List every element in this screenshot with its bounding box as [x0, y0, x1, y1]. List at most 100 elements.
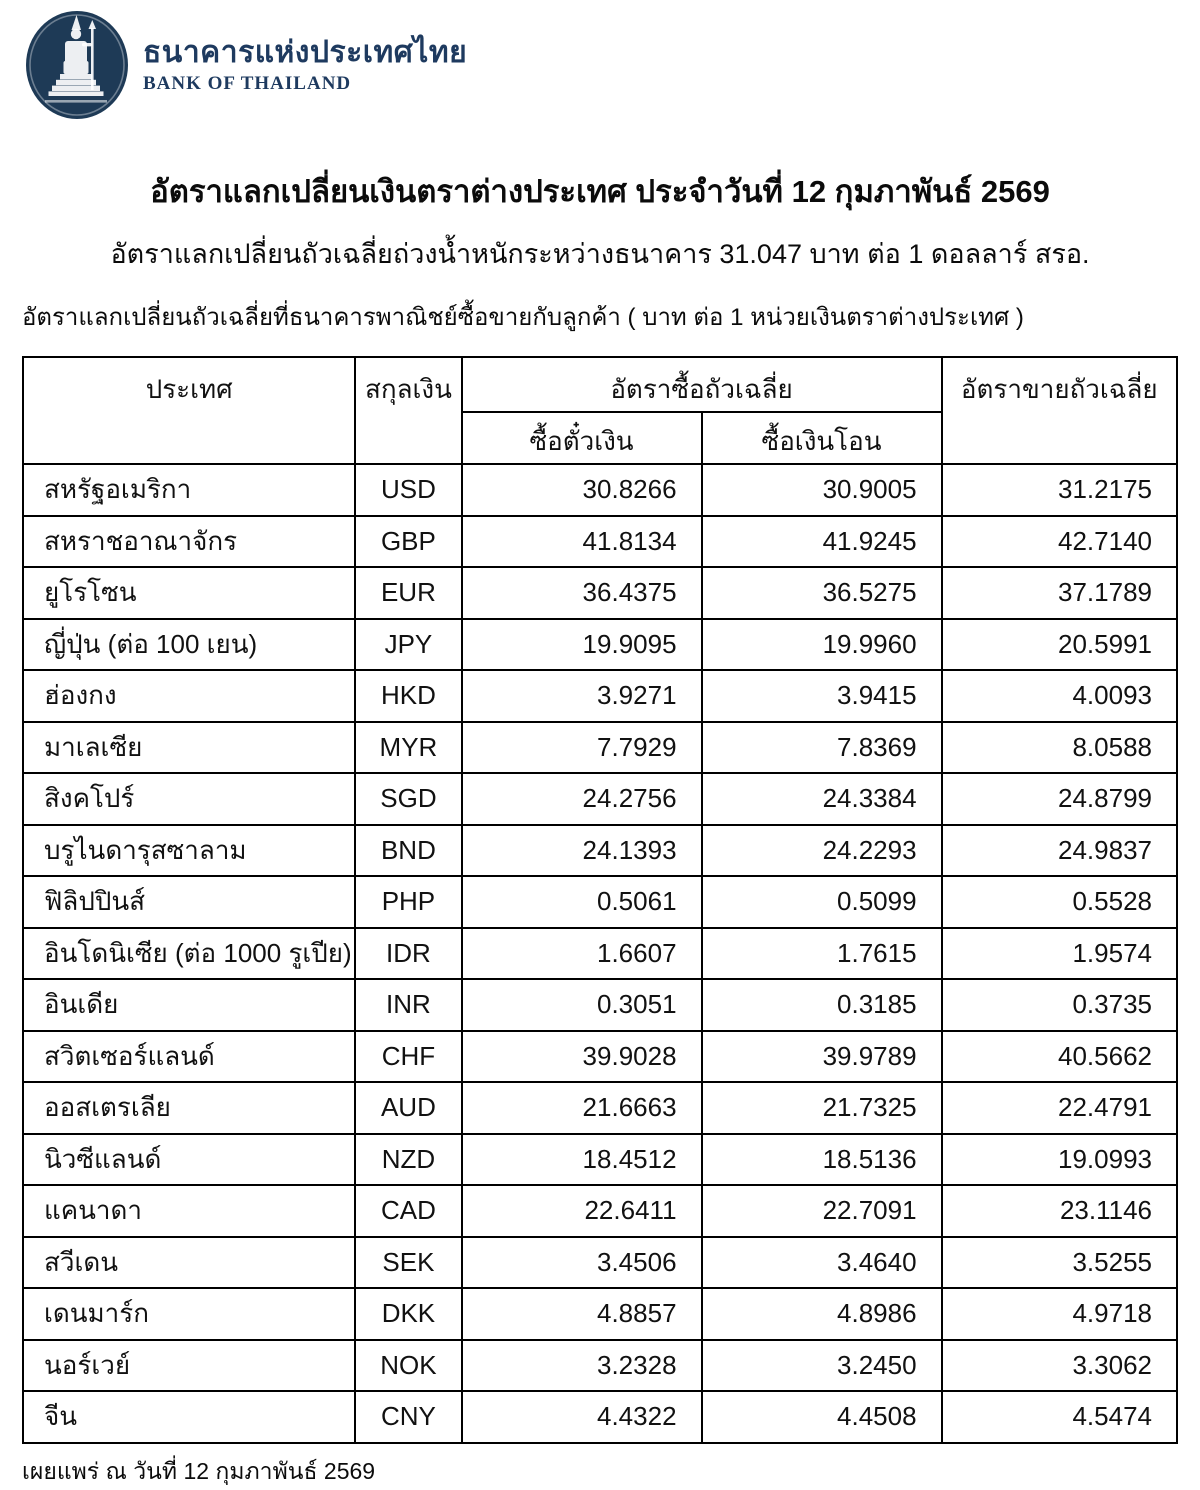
cell-country: ยูโรโซน	[21, 566, 357, 620]
page-title: อัตราแลกเปลี่ยนเงินตราต่างประเทศ ประจำวั…	[150, 174, 1050, 209]
table-row: อินโดนิเซีย (ต่อ 1000 รูเปีย) IDR 1.6607 1.…	[21, 926, 1179, 980]
cell-sell-rate: 4.0093	[940, 669, 1179, 723]
cell-buy-transfer-rate: 19.9960	[700, 617, 943, 671]
cell-currency-code: USD	[354, 463, 463, 517]
cell-currency-code: JPY	[354, 617, 463, 671]
cell-currency-code: NOK	[354, 1338, 463, 1392]
cell-country: ออสเตรเลีย	[21, 1081, 357, 1135]
cell-country: อินโดนิเซีย (ต่อ 1000 รูเปีย)	[21, 926, 357, 980]
cell-currency-code: BND	[354, 823, 463, 877]
cell-buy-transfer-rate: 41.9245	[700, 514, 943, 568]
cell-sell-rate: 0.3735	[940, 978, 1179, 1032]
cell-buy-bill-rate: 30.8266	[460, 463, 703, 517]
cell-country: สหรัฐอเมริกา	[21, 463, 357, 517]
cell-sell-rate: 4.9718	[940, 1287, 1179, 1341]
table-header: ประเทศ สกุลเงิน อัตราซื้อถัวเฉลี่ย อัตรา…	[21, 356, 1179, 465]
cell-currency-code: EUR	[354, 566, 463, 620]
cell-sell-rate: 42.7140	[940, 514, 1179, 568]
cell-buy-bill-rate: 3.9271	[460, 669, 703, 723]
cell-currency-code: CHF	[354, 1029, 463, 1083]
cell-sell-rate: 20.5991	[940, 617, 1179, 671]
cell-buy-transfer-rate: 22.7091	[700, 1184, 943, 1238]
cell-country: สหราชอาณาจักร	[21, 514, 357, 568]
cell-sell-rate: 24.9837	[940, 823, 1179, 877]
cell-buy-bill-rate: 24.1393	[460, 823, 703, 877]
cell-currency-code: SGD	[354, 772, 463, 826]
table-row: ฮ่องกง HKD 3.9271 3.9415 4.0093	[21, 669, 1179, 723]
column-header-buy-transfer: ซื้อเงินโอน	[700, 411, 943, 465]
cell-buy-bill-rate: 4.8857	[460, 1287, 703, 1341]
cell-currency-code: HKD	[354, 669, 463, 723]
column-header-currency: สกุลเงิน	[354, 356, 463, 465]
cell-buy-bill-rate: 0.3051	[460, 978, 703, 1032]
cell-buy-bill-rate: 7.7929	[460, 720, 703, 774]
column-header-country: ประเทศ	[21, 356, 357, 465]
cell-currency-code: AUD	[354, 1081, 463, 1135]
table-row: เดนมาร์ก DKK 4.8857 4.8986 4.9718	[21, 1287, 1179, 1341]
cell-sell-rate: 40.5662	[940, 1029, 1179, 1083]
table-row: แคนาดา CAD 22.6411 22.7091 23.1146	[21, 1184, 1179, 1238]
table-row: นิวซีแลนด์ NZD 18.4512 18.5136 19.0993	[21, 1132, 1179, 1186]
cell-buy-bill-rate: 41.8134	[460, 514, 703, 568]
cell-buy-transfer-rate: 1.7615	[700, 926, 943, 980]
cell-currency-code: CNY	[354, 1390, 463, 1444]
cell-country: ฟิลิปปินส์	[21, 875, 357, 929]
brand-text: ธนาคารแห่งประเทศไทย BANK OF THAILAND	[143, 10, 467, 95]
cell-sell-rate: 1.9574	[940, 926, 1179, 980]
table-row: สวีเดน SEK 3.4506 3.4640 3.5255	[21, 1235, 1179, 1289]
cell-country: อินเดีย	[21, 978, 357, 1032]
table-row: มาเลเซีย MYR 7.7929 7.8369 8.0588	[21, 720, 1179, 774]
cell-country: นอร์เวย์	[21, 1338, 357, 1392]
table-row: ยูโรโซน EUR 36.4375 36.5275 37.1789	[21, 566, 1179, 620]
cell-buy-transfer-rate: 0.3185	[700, 978, 943, 1032]
cell-buy-bill-rate: 0.5061	[460, 875, 703, 929]
cell-currency-code: DKK	[354, 1287, 463, 1341]
cell-country: ฮ่องกง	[21, 669, 357, 723]
rates-table-body: สหรัฐอเมริกา USD 30.8266 30.9005 31.2175 สหรา…	[21, 463, 1179, 1444]
cell-buy-transfer-rate: 4.8986	[700, 1287, 943, 1341]
cell-country: สิงคโปร์	[21, 772, 357, 826]
cell-sell-rate: 23.1146	[940, 1184, 1179, 1238]
cell-buy-bill-rate: 22.6411	[460, 1184, 703, 1238]
table-row: นอร์เวย์ NOK 3.2328 3.2450 3.3062	[21, 1338, 1179, 1392]
cell-sell-rate: 24.8799	[940, 772, 1179, 826]
cell-buy-bill-rate: 3.4506	[460, 1235, 703, 1289]
cell-buy-transfer-rate: 0.5099	[700, 875, 943, 929]
page: ธนาคารแห่งประเทศไทย BANK OF THAILAND อัต…	[0, 10, 1200, 1490]
brand-name-english: BANK OF THAILAND	[143, 73, 352, 94]
table-row: ฟิลิปปินส์ PHP 0.5061 0.5099 0.5528	[21, 875, 1179, 929]
table-row: ออสเตรเลีย AUD 21.6663 21.7325 22.4791	[21, 1081, 1179, 1135]
column-header-buy-group: อัตราซื้อถัวเฉลี่ย	[460, 356, 943, 413]
cell-buy-transfer-rate: 4.4508	[700, 1390, 943, 1444]
cell-currency-code: IDR	[354, 926, 463, 980]
cell-sell-rate: 3.5255	[940, 1235, 1179, 1289]
cell-sell-rate: 4.5474	[940, 1390, 1179, 1444]
cell-currency-code: INR	[354, 978, 463, 1032]
cell-sell-rate: 8.0588	[940, 720, 1179, 774]
cell-buy-bill-rate: 39.9028	[460, 1029, 703, 1083]
cell-buy-transfer-rate: 39.9789	[700, 1029, 943, 1083]
column-header-sell: อัตราขายถัวเฉลี่ย	[940, 356, 1179, 465]
cell-buy-transfer-rate: 21.7325	[700, 1081, 943, 1135]
cell-currency-code: SEK	[354, 1235, 463, 1289]
table-row: สิงคโปร์ SGD 24.2756 24.3384 24.8799	[21, 772, 1179, 826]
cell-country: สวิตเซอร์แลนด์	[21, 1029, 357, 1083]
cell-sell-rate: 31.2175	[940, 463, 1179, 517]
cell-buy-transfer-rate: 24.3384	[700, 772, 943, 826]
cell-buy-transfer-rate: 30.9005	[700, 463, 943, 517]
table-row: จีน CNY 4.4322 4.4508 4.5474	[21, 1390, 1179, 1444]
published-date: เผยแพร่ ณ วันที่ 12 กุมภาพันธ์ 2569	[22, 1457, 376, 1484]
cell-sell-rate: 0.5528	[940, 875, 1179, 929]
cell-currency-code: CAD	[354, 1184, 463, 1238]
table-row: ญี่ปุ่น (ต่อ 100 เยน) JPY 19.9095 19.9960 20…	[21, 617, 1179, 671]
cell-currency-code: NZD	[354, 1132, 463, 1186]
column-header-buy-bill: ซื้อตั๋วเงิน	[460, 411, 703, 465]
cell-country: มาเลเซีย	[21, 720, 357, 774]
table-row: สวิตเซอร์แลนด์ CHF 39.9028 39.9789 40.5662	[21, 1029, 1179, 1083]
cell-buy-transfer-rate: 3.4640	[700, 1235, 943, 1289]
cell-country: จีน	[21, 1390, 357, 1444]
table-row: อินเดีย INR 0.3051 0.3185 0.3735	[21, 978, 1179, 1032]
cell-buy-bill-rate: 19.9095	[460, 617, 703, 671]
exchange-rates-table: ประเทศ สกุลเงิน อัตราซื้อถัวเฉลี่ย อัตรา…	[21, 356, 1179, 1444]
cell-buy-bill-rate: 36.4375	[460, 566, 703, 620]
